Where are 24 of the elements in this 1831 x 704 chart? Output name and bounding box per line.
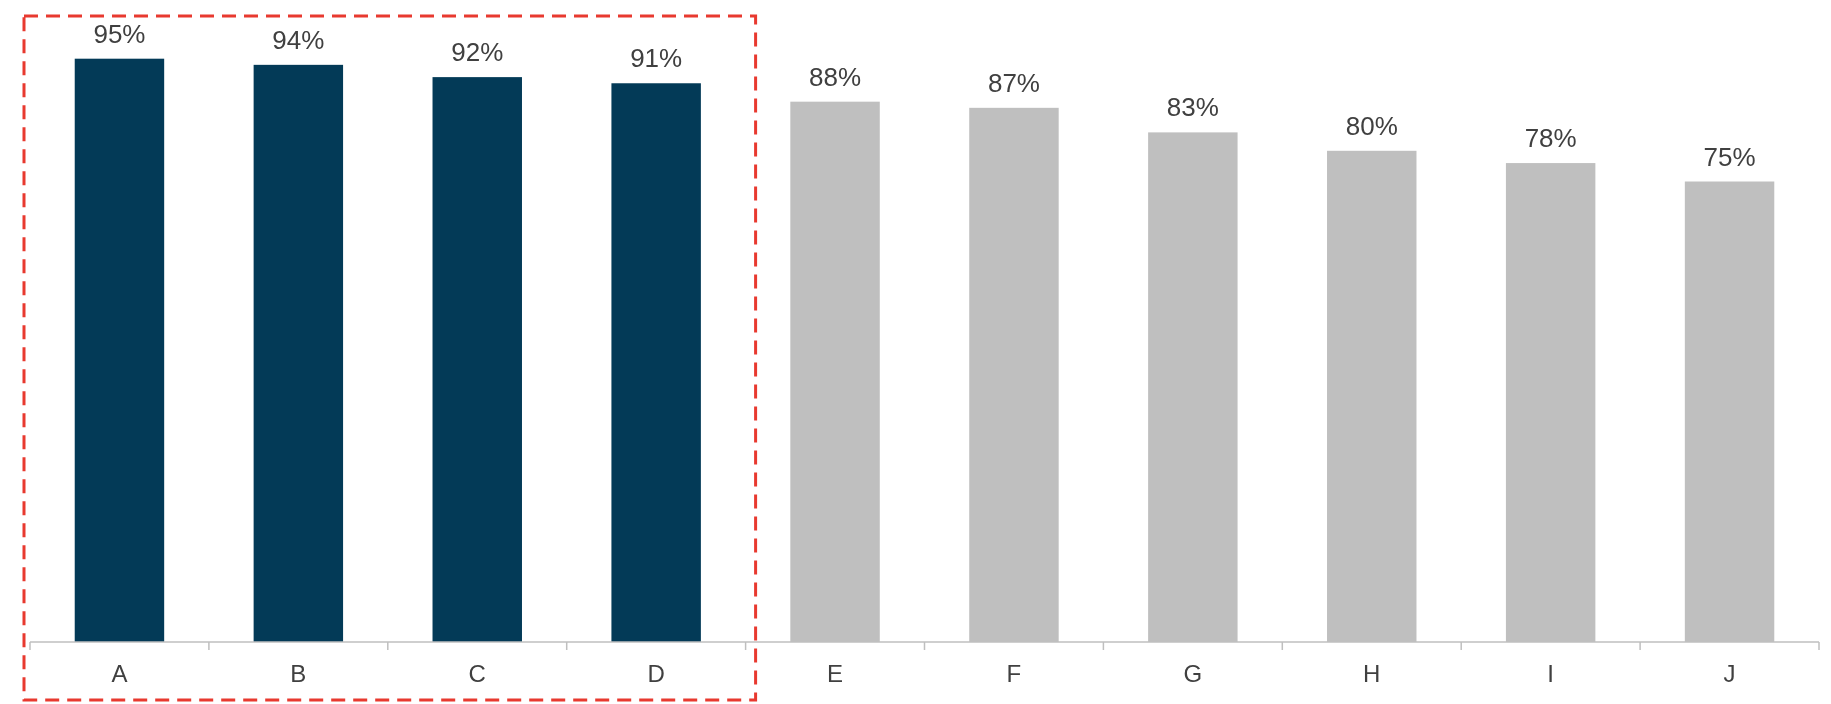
- x-tick-label: J: [1723, 660, 1736, 687]
- x-tick-label: I: [1547, 660, 1554, 687]
- bar: [432, 77, 522, 642]
- x-tick-label: F: [1006, 660, 1022, 687]
- data-label: 83%: [1166, 92, 1219, 123]
- data-label: 75%: [1703, 141, 1756, 172]
- bar: [253, 64, 344, 642]
- x-tick-label: G: [1183, 660, 1203, 687]
- data-label: 95%: [93, 18, 146, 49]
- data-label: 80%: [1345, 110, 1398, 141]
- x-tick-label: E: [827, 660, 844, 687]
- x-tick-label: A: [111, 660, 128, 687]
- data-label: 87%: [987, 67, 1040, 98]
- x-tick-label: C: [468, 660, 486, 687]
- bar: [74, 58, 165, 642]
- x-tick-label: H: [1363, 660, 1381, 687]
- data-label: 91%: [630, 43, 683, 74]
- data-label: 94%: [272, 24, 325, 55]
- bar: [611, 83, 701, 642]
- x-tick-label: B: [290, 660, 307, 687]
- data-label: 78%: [1524, 123, 1577, 154]
- data-label: 88%: [809, 61, 862, 92]
- x-tick-label: D: [647, 660, 665, 687]
- data-label: 92%: [451, 37, 504, 68]
